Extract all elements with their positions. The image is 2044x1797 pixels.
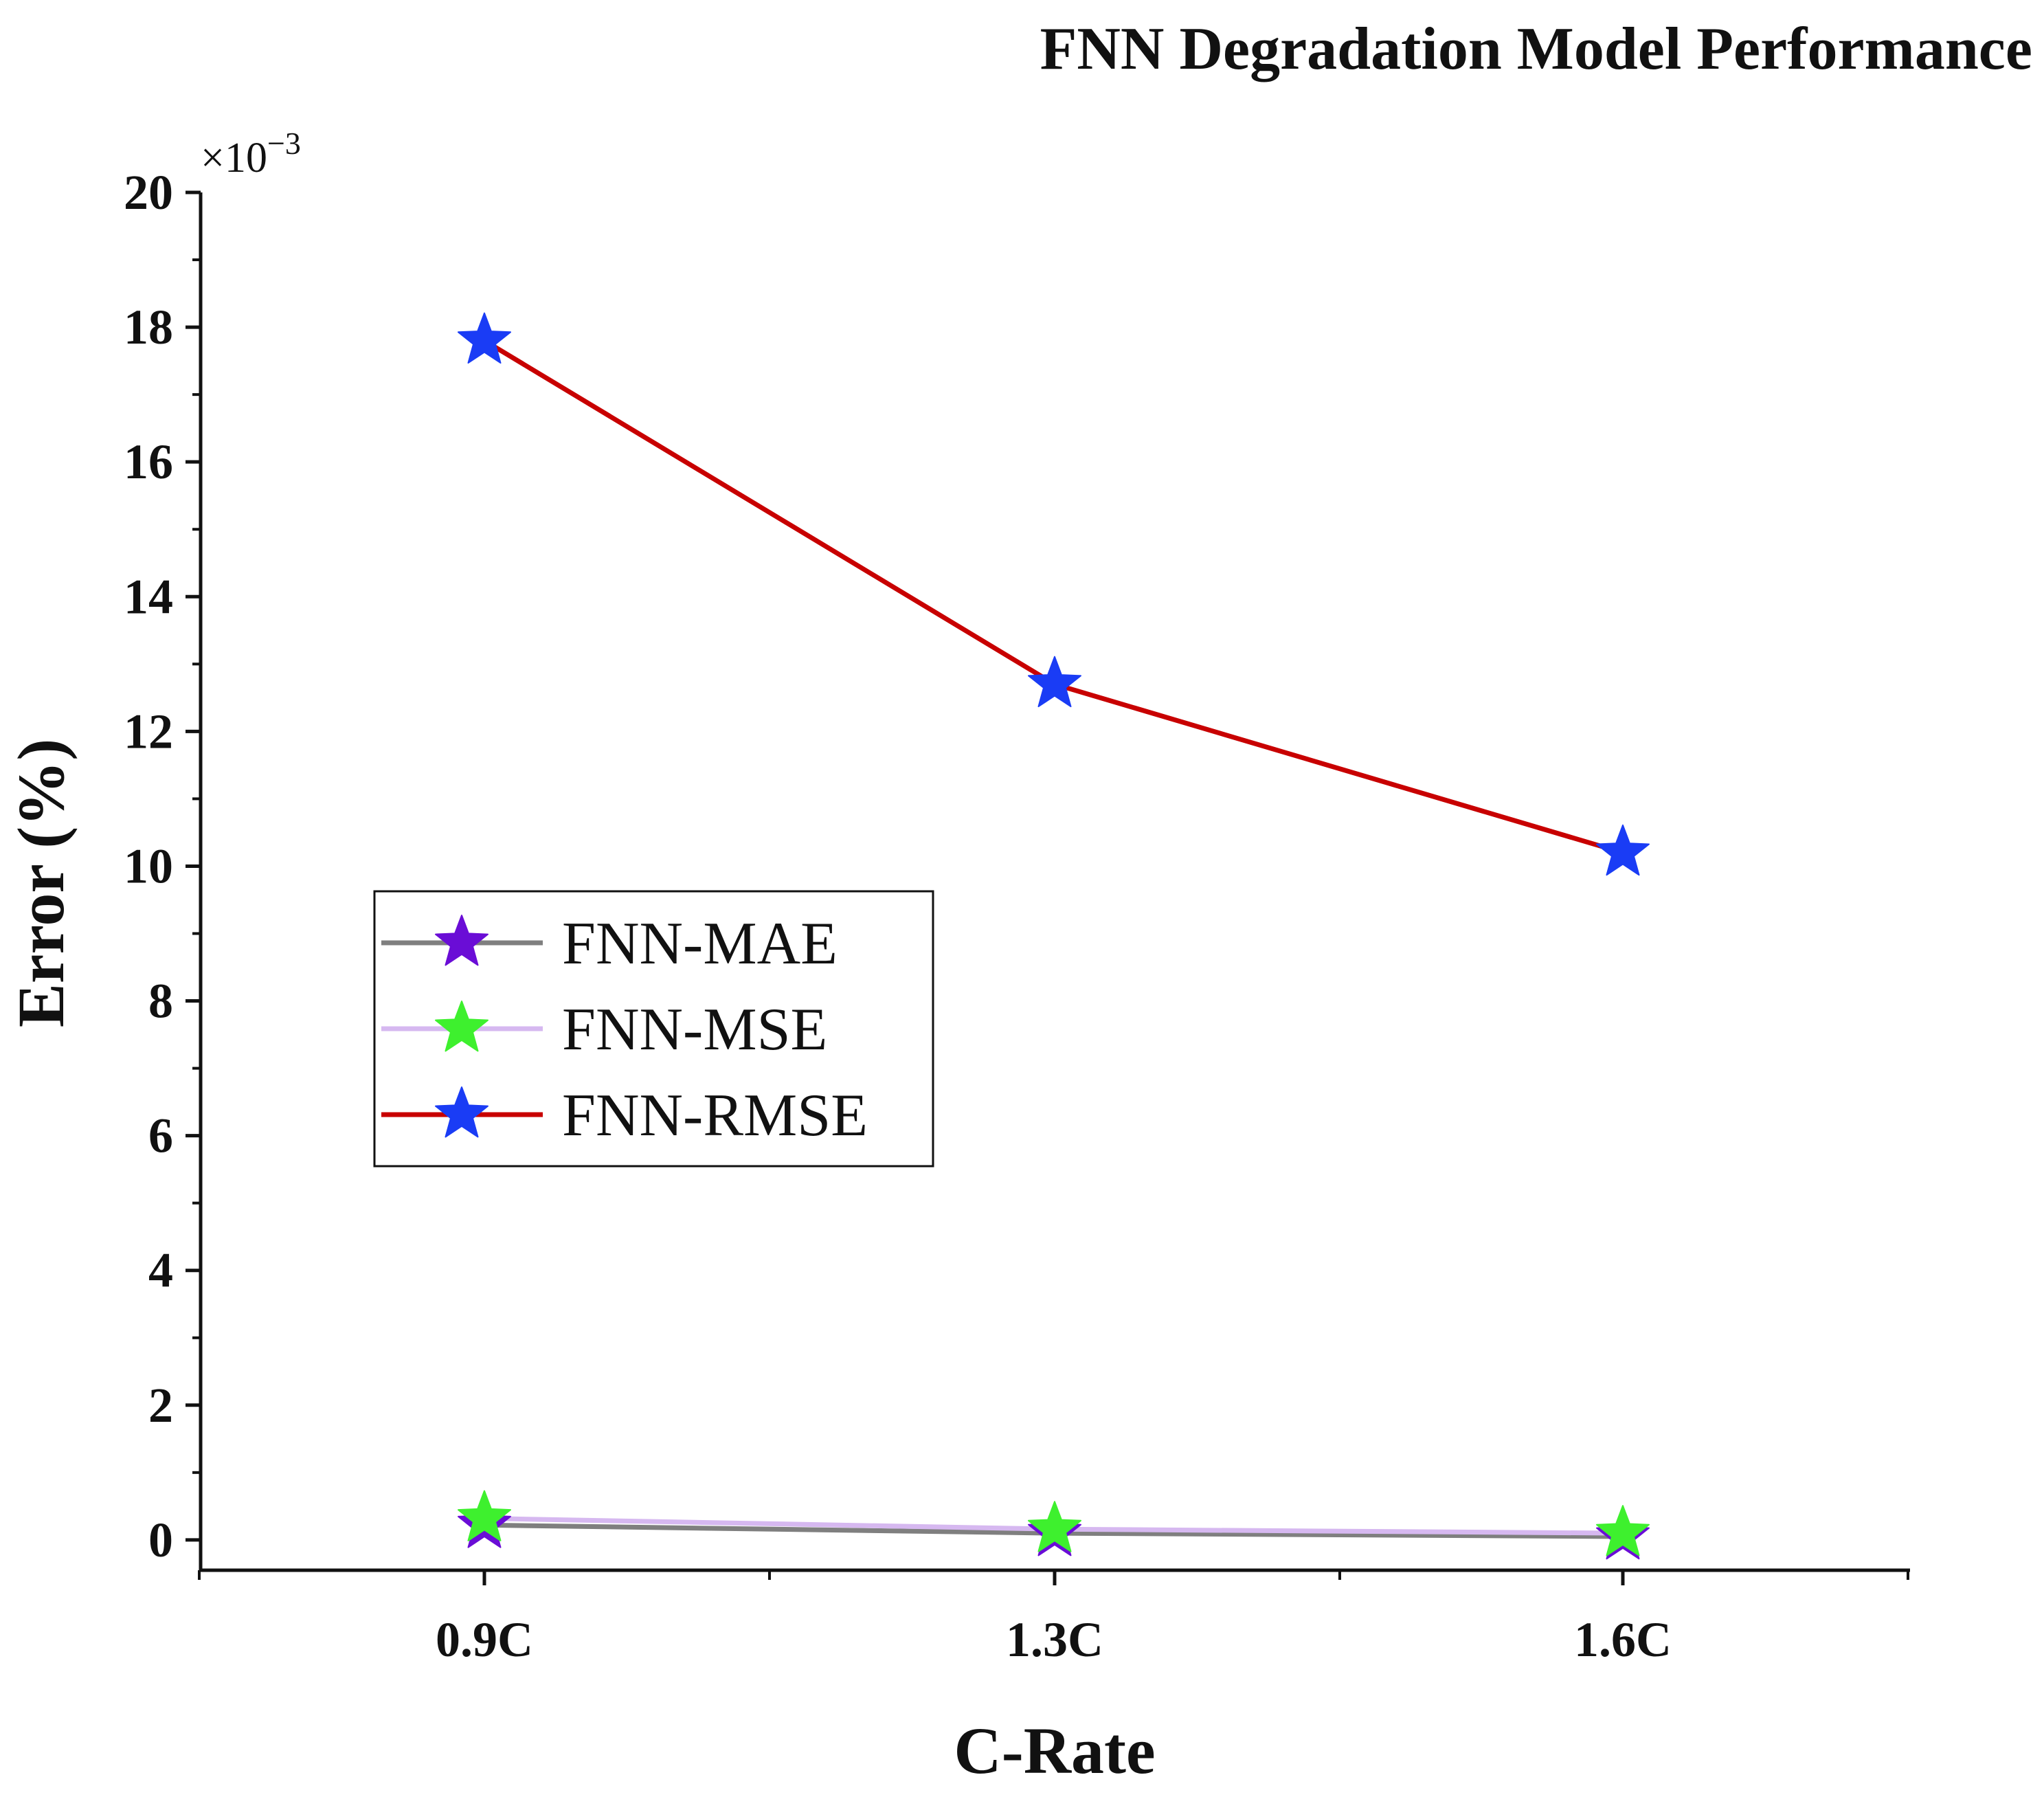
y-tick-label: 18: [124, 300, 173, 355]
x-axis-title: C-Rate: [954, 1714, 1155, 1787]
series-layer: [458, 312, 1650, 1560]
y-tick-label: 8: [148, 974, 173, 1029]
x-tick-label: 1.3C: [1006, 1612, 1103, 1667]
y-tick-label: 16: [124, 434, 173, 489]
y-tick-label: 0: [148, 1513, 173, 1567]
y-tick-label: 6: [148, 1108, 173, 1163]
y-axis-title: Error (%): [4, 739, 78, 1027]
plot-area: 0 2 4 6 8 10 12 14 16 18 20 0.9C 1.3C 1.6C: [124, 165, 1910, 1667]
y-multiplier: ×10−3: [201, 126, 301, 181]
y-tick-label: 14: [124, 569, 173, 624]
y-tick-label: 12: [124, 704, 173, 759]
data-point-fnn-mse: [1596, 1505, 1650, 1556]
x-tick-label: 1.6C: [1574, 1612, 1672, 1667]
data-point-fnn-rmse: [458, 312, 511, 364]
legend-marker-fnn-rmse: [435, 1086, 488, 1138]
legend: FNN-MAE FNN-MSE FNN-RMSE: [373, 890, 934, 1168]
series-line-fnn-rmse: [483, 338, 1624, 856]
y-multiplier-base: ×10: [201, 135, 267, 181]
data-point-fnn-rmse: [1596, 824, 1650, 876]
data-point-fnn-mse: [458, 1490, 511, 1541]
legend-label-fnn-mse: FNN-MSE: [562, 996, 827, 1063]
legend-marker-fnn-mae: [435, 915, 488, 966]
x-tick-label: 0.9C: [436, 1612, 533, 1667]
y-multiplier-exponent: −3: [267, 126, 301, 161]
y-ticks: 0 2 4 6 8 10 12 14 16 18 20: [124, 165, 201, 1567]
legend-marker-fnn-mse: [435, 1001, 488, 1052]
y-tick-label: 4: [148, 1243, 173, 1298]
y-tick-label: 10: [124, 838, 173, 893]
y-tick-label: 2: [148, 1378, 173, 1433]
x-ticks: 0.9C 1.3C 1.6C: [198, 1570, 1909, 1667]
data-point-fnn-rmse: [1028, 656, 1081, 708]
legend-label-fnn-rmse: FNN-RMSE: [562, 1082, 868, 1149]
data-point-fnn-mse: [1028, 1501, 1081, 1552]
legend-label-fnn-mae: FNN-MAE: [562, 911, 838, 977]
chart-title: FNN Degradation Model Performance at Dif…: [1040, 16, 2044, 82]
y-tick-label: 20: [124, 165, 173, 220]
